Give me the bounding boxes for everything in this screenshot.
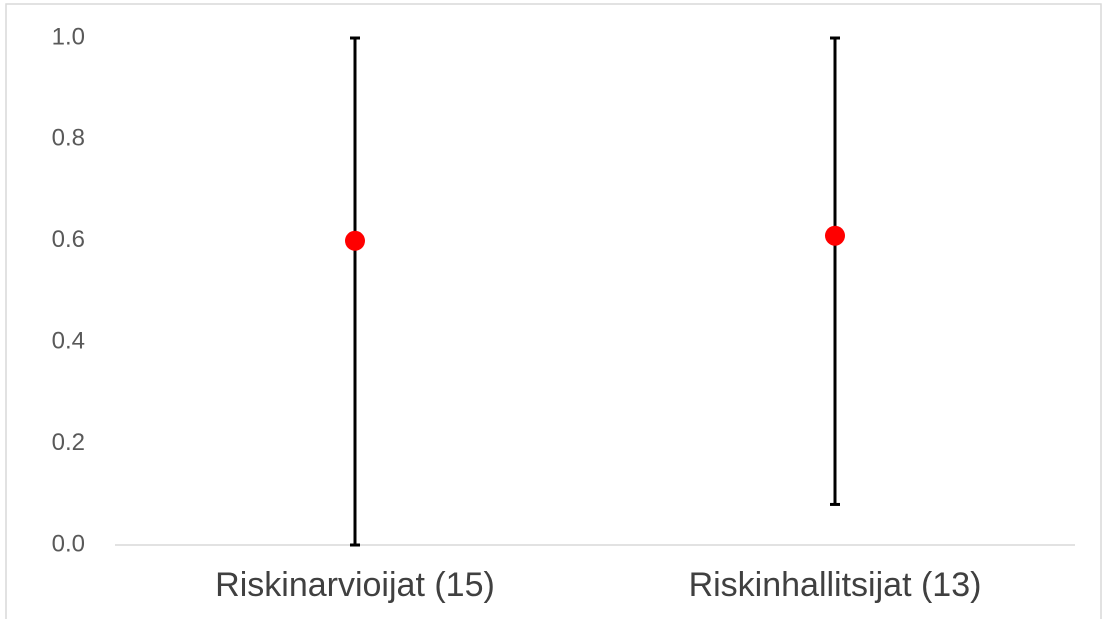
y-tick-label: 0.8	[52, 125, 85, 152]
point	[345, 230, 365, 251]
chart-frame	[5, 3, 1102, 619]
x-tick-label: Riskinhallitsijat (13)	[689, 566, 982, 604]
x-tick-label: Riskinarvioijat (15)	[215, 566, 495, 604]
y-tick-label: 0.0	[52, 530, 85, 557]
y-tick-label: 0.2	[52, 429, 85, 456]
y-tick-label: 0.4	[52, 328, 85, 355]
y-tick-label: 0.6	[52, 226, 85, 253]
y-tick-label: 1.0	[52, 23, 85, 50]
point	[825, 225, 845, 246]
